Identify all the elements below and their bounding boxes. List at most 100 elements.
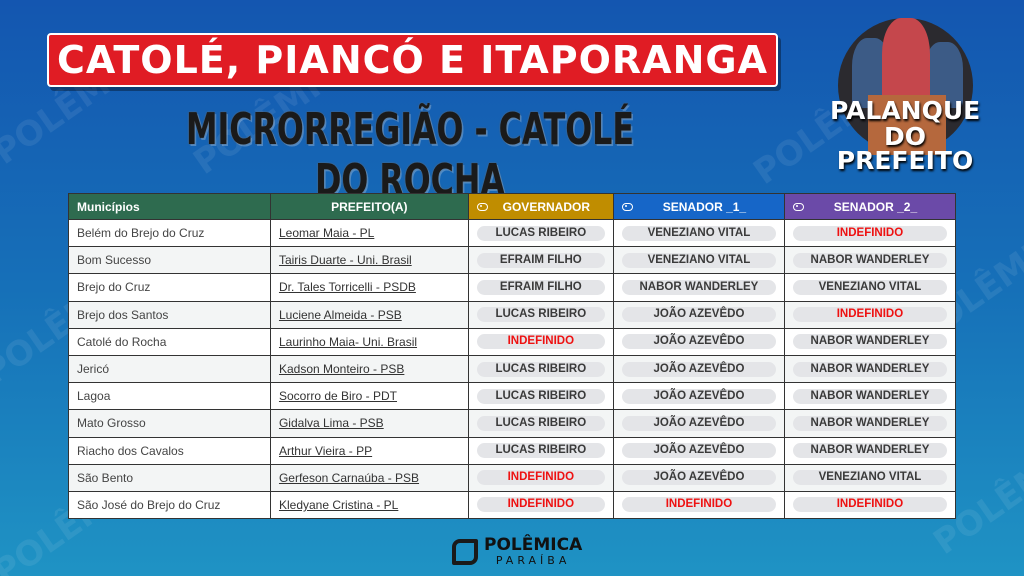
senador-2-chip[interactable]: NABOR WANDERLEY: [792, 415, 947, 431]
governador-chip[interactable]: INDEFINIDO: [476, 497, 605, 513]
prefeito-cell[interactable]: Gidalva Lima - PSB: [269, 409, 469, 438]
prefeito-link[interactable]: Tairis Duarte - Uni. Brasil: [278, 253, 412, 268]
senador-1-chip[interactable]: JOÃO AZEVÊDO: [621, 361, 776, 377]
prefeito-cell[interactable]: Kledyane Cristina - PL: [269, 490, 469, 520]
senador-1-chip[interactable]: VENEZIANO VITAL: [621, 225, 776, 241]
senador-2-cell[interactable]: NABOR WANDERLEY: [783, 409, 957, 438]
prefeito-link[interactable]: Kledyane Cristina - PL: [278, 497, 399, 512]
senador-1-chip[interactable]: JOÃO AZEVÊDO: [621, 415, 776, 431]
prefeito-link[interactable]: Dr. Tales Torricelli - PSDB: [278, 280, 416, 295]
senador-1-chip[interactable]: JOÃO AZEVÊDO: [621, 334, 776, 350]
governador-cell[interactable]: LUCAS RIBEIRO: [467, 436, 614, 465]
governador-cell[interactable]: LUCAS RIBEIRO: [467, 409, 614, 438]
senador-1-chip[interactable]: NABOR WANDERLEY: [621, 279, 776, 295]
senador-1-chip[interactable]: INDEFINIDO: [621, 497, 776, 513]
governador-cell[interactable]: LUCAS RIBEIRO: [467, 218, 614, 248]
prefeito-link[interactable]: Gerfeson Carnaúba - PSB: [278, 470, 420, 485]
senador-2-cell[interactable]: VENEZIANO VITAL: [783, 273, 957, 302]
governador-cell[interactable]: LUCAS RIBEIRO: [467, 382, 614, 411]
senador-1-cell[interactable]: INDEFINIDO: [612, 490, 785, 520]
governador-chip[interactable]: LUCAS RIBEIRO: [476, 415, 605, 431]
governador-chip[interactable]: EFRAIM FILHO: [476, 252, 605, 268]
senador-1-chip[interactable]: JOÃO AZEVÊDO: [621, 388, 776, 404]
senador-1-cell[interactable]: VENEZIANO VITAL: [612, 246, 785, 275]
senador-2-chip[interactable]: INDEFINIDO: [792, 225, 947, 241]
governador-cell[interactable]: INDEFINIDO: [467, 327, 614, 356]
senador-1-cell[interactable]: NABOR WANDERLEY: [612, 273, 785, 302]
governador-cell[interactable]: LUCAS RIBEIRO: [467, 300, 614, 329]
senador-2-chip[interactable]: INDEFINIDO: [792, 307, 947, 323]
senador-1-cell[interactable]: JOÃO AZEVÊDO: [612, 409, 785, 438]
table-row: São José do Brejo do Cruz Kledyane Cristi…: [68, 490, 957, 520]
prefeito-link[interactable]: Arthur Vieira - PP: [278, 443, 373, 458]
prefeito-link[interactable]: Socorro de Biro - PDT: [278, 389, 398, 404]
senador-2-cell[interactable]: NABOR WANDERLEY: [783, 436, 957, 465]
senador-1-cell[interactable]: JOÃO AZEVÊDO: [612, 327, 785, 356]
prefeito-link[interactable]: Leomar Maia - PL: [278, 226, 375, 241]
senador-1-chip[interactable]: VENEZIANO VITAL: [621, 252, 776, 268]
prefeito-cell[interactable]: Gerfeson Carnaúba - PSB: [269, 463, 469, 492]
senador-1-cell[interactable]: JOÃO AZEVÊDO: [612, 436, 785, 465]
dropdown-chip-icon: [476, 202, 488, 211]
senador-1-chip[interactable]: JOÃO AZEVÊDO: [621, 307, 776, 323]
senador-2-cell[interactable]: NABOR WANDERLEY: [783, 246, 957, 275]
prefeito-cell[interactable]: Arthur Vieira - PP: [269, 436, 469, 465]
dropdown-chip-icon: [792, 202, 804, 211]
prefeito-cell[interactable]: Socorro de Biro - PDT: [269, 382, 469, 411]
governador-chip[interactable]: LUCAS RIBEIRO: [476, 361, 605, 377]
senador-2-cell[interactable]: INDEFINIDO: [783, 300, 957, 329]
governador-cell[interactable]: INDEFINIDO: [467, 463, 614, 492]
governador-chip[interactable]: EFRAIM FILHO: [476, 279, 605, 295]
senador-2-chip[interactable]: NABOR WANDERLEY: [792, 443, 947, 459]
municipio-cell: Jericó: [68, 354, 271, 384]
senador-2-chip[interactable]: VENEZIANO VITAL: [792, 470, 947, 486]
senador-2-cell[interactable]: INDEFINIDO: [783, 490, 957, 520]
senador-2-cell[interactable]: NABOR WANDERLEY: [783, 327, 957, 356]
prefeito-cell[interactable]: Dr. Tales Torricelli - PSDB: [269, 273, 469, 302]
prefeito-link[interactable]: Kadson Monteiro - PSB: [278, 362, 405, 377]
prefeito-link[interactable]: Luciene Almeida - PSB: [278, 307, 402, 322]
senador-2-chip[interactable]: NABOR WANDERLEY: [792, 388, 947, 404]
senador-2-cell[interactable]: NABOR WANDERLEY: [783, 354, 957, 384]
prefeito-link[interactable]: Gidalva Lima - PSB: [278, 416, 384, 431]
senador-2-chip[interactable]: INDEFINIDO: [792, 497, 947, 513]
palanque-do-prefeito-logo: PALANQUE DO PREFEITO: [830, 10, 980, 174]
governador-cell[interactable]: EFRAIM FILHO: [467, 246, 614, 275]
governador-chip[interactable]: LUCAS RIBEIRO: [476, 388, 605, 404]
prefeito-cell[interactable]: Tairis Duarte - Uni. Brasil: [269, 246, 469, 275]
senador-1-chip[interactable]: JOÃO AZEVÊDO: [621, 470, 776, 486]
senador-2-chip[interactable]: NABOR WANDERLEY: [792, 252, 947, 268]
senador-1-cell[interactable]: JOÃO AZEVÊDO: [612, 300, 785, 329]
table-row: Riacho dos Cavalos Arthur Vieira - PP LUCA…: [68, 436, 957, 465]
senador-1-chip[interactable]: JOÃO AZEVÊDO: [621, 443, 776, 459]
prefeito-cell[interactable]: Kadson Monteiro - PSB: [269, 354, 469, 384]
senador-1-cell[interactable]: VENEZIANO VITAL: [612, 218, 785, 248]
senador-2-cell[interactable]: VENEZIANO VITAL: [783, 463, 957, 492]
municipio-cell: São José do Brejo do Cruz: [68, 490, 271, 520]
senador-2-chip[interactable]: VENEZIANO VITAL: [792, 279, 947, 295]
prefeito-cell[interactable]: Leomar Maia - PL: [269, 218, 469, 248]
polemica-paraiba-logo: POLÊMICA PARAÍBA: [452, 537, 582, 567]
governador-cell[interactable]: EFRAIM FILHO: [467, 273, 614, 302]
governador-cell[interactable]: INDEFINIDO: [467, 490, 614, 520]
governador-chip[interactable]: LUCAS RIBEIRO: [476, 307, 605, 323]
senador-1-cell[interactable]: JOÃO AZEVÊDO: [612, 463, 785, 492]
prefeito-link[interactable]: Laurinho Maia- Uni. Brasil: [278, 334, 418, 349]
governador-chip[interactable]: LUCAS RIBEIRO: [476, 443, 605, 459]
senador-1-cell[interactable]: JOÃO AZEVÊDO: [612, 382, 785, 411]
senador-2-chip[interactable]: NABOR WANDERLEY: [792, 334, 947, 350]
prefeito-cell[interactable]: Luciene Almeida - PSB: [269, 300, 469, 329]
governador-chip[interactable]: INDEFINIDO: [476, 470, 605, 486]
table-row: Belém do Brejo do Cruz Leomar Maia - PL LU…: [68, 218, 957, 248]
prefeito-cell[interactable]: Laurinho Maia- Uni. Brasil: [269, 327, 469, 356]
candidates-table: Municípios PREFEITO(A) GOVERNADOR SENADO…: [68, 193, 957, 520]
table-row: Brejo dos Santos Luciene Almeida - PSB LUC…: [68, 300, 957, 329]
governador-chip[interactable]: LUCAS RIBEIRO: [476, 225, 605, 241]
senador-2-chip[interactable]: NABOR WANDERLEY: [792, 361, 947, 377]
senador-2-cell[interactable]: INDEFINIDO: [783, 218, 957, 248]
governador-chip[interactable]: INDEFINIDO: [476, 334, 605, 350]
senador-2-cell[interactable]: NABOR WANDERLEY: [783, 382, 957, 411]
governador-cell[interactable]: LUCAS RIBEIRO: [467, 354, 614, 384]
senador-1-cell[interactable]: JOÃO AZEVÊDO: [612, 354, 785, 384]
municipio-cell: Lagoa: [68, 382, 271, 411]
